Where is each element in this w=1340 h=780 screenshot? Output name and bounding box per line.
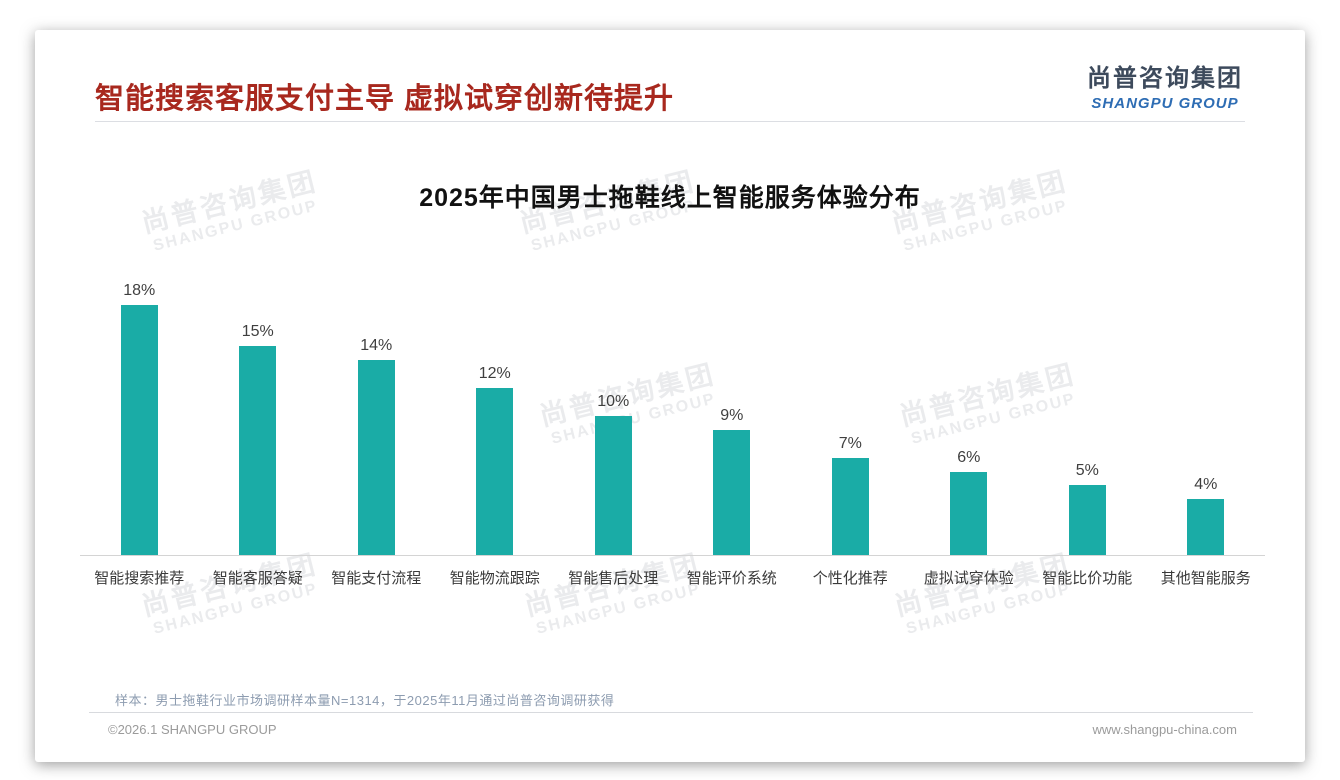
- bar-value-label: 6%: [957, 449, 981, 466]
- bar-value-label: 9%: [720, 407, 744, 424]
- bar: [357, 360, 395, 555]
- bar-value-label: 14%: [360, 337, 393, 354]
- bar-column: 9%: [673, 280, 792, 555]
- bar-chart: 18% 15% 14% 12% 10% 9% 7% 6% 5% 4%: [80, 280, 1265, 555]
- category-label: 智能评价系统: [686, 570, 777, 587]
- category-label: 智能售后处理: [568, 570, 659, 587]
- bar: [120, 305, 158, 555]
- watermark: 尚普咨询集团 SHANGPU GROUP: [119, 544, 344, 645]
- category-label: 智能物流跟踪: [449, 570, 540, 587]
- bar-column: 4%: [1147, 280, 1266, 555]
- category-label: 其他智能服务: [1160, 570, 1251, 587]
- bar-column: 15%: [199, 280, 318, 555]
- logo-chinese-name: 尚普咨询集团: [1087, 65, 1243, 92]
- bar-value-label: 7%: [838, 435, 862, 452]
- x-axis-line: [80, 555, 1265, 556]
- bar-value-label: 15%: [241, 323, 274, 340]
- bar: [594, 416, 632, 555]
- bar: [239, 346, 277, 555]
- bar-value-label: 18%: [123, 282, 156, 299]
- bar-column: 7%: [791, 280, 910, 555]
- bar: [1068, 485, 1106, 555]
- watermark: 尚普咨询集团 SHANGPU GROUP: [502, 544, 727, 645]
- sample-note: 样本：男士拖鞋行业市场调研样本量N=1314，于2025年11月通过尚普咨询调研…: [115, 693, 615, 708]
- chart-title: 2025年中国男士拖鞋线上智能服务体验分布: [419, 184, 921, 212]
- slide-card: 尚普咨询集团 SHANGPU GROUP 尚普咨询集团 SHANGPU GROUP …: [35, 30, 1305, 762]
- bar-value-label: 10%: [597, 393, 630, 410]
- bar-value-label: 5%: [1075, 462, 1099, 479]
- bar: [831, 458, 869, 555]
- bar-value-label: 12%: [478, 365, 511, 382]
- footer-copyright: ©2026.1 SHANGPU GROUP: [108, 722, 277, 737]
- category-label: 虚拟试穿体验: [923, 570, 1014, 587]
- bar-column: 10%: [554, 280, 673, 555]
- category-label: 个性化推荐: [812, 570, 888, 587]
- bar: [950, 472, 988, 555]
- category-label: 智能搜索推荐: [94, 570, 185, 587]
- logo-english-name: SHANGPU GROUP: [1091, 95, 1239, 112]
- company-logo: 尚普咨询集团 SHANGPU GROUP: [1087, 58, 1243, 112]
- bar: [1187, 499, 1225, 555]
- bar-column: 5%: [1028, 280, 1147, 555]
- header-divider: [95, 121, 1245, 122]
- bar-column: 12%: [436, 280, 555, 555]
- page-title: 智能搜索客服支付主导 虚拟试穿创新待提升: [95, 83, 675, 115]
- bar: [713, 430, 751, 555]
- x-axis-labels: 智能搜索推荐 智能客服答疑 智能支付流程 智能物流跟踪 智能售后处理 智能评价系统 个性化推…: [80, 567, 1265, 588]
- bar-column: 14%: [317, 280, 436, 555]
- bar: [476, 388, 514, 555]
- category-label: 智能支付流程: [331, 570, 422, 587]
- watermark: 尚普咨询集团 SHANGPU GROUP: [872, 544, 1097, 645]
- bar-value-label: 4%: [1194, 476, 1218, 493]
- footer-website: www.shangpu-china.com: [1092, 722, 1237, 737]
- category-label: 智能客服答疑: [212, 570, 303, 587]
- bar-column: 18%: [80, 280, 199, 555]
- category-label: 智能比价功能: [1042, 570, 1133, 587]
- footer-divider: [89, 712, 1253, 713]
- bar-column: 6%: [910, 280, 1029, 555]
